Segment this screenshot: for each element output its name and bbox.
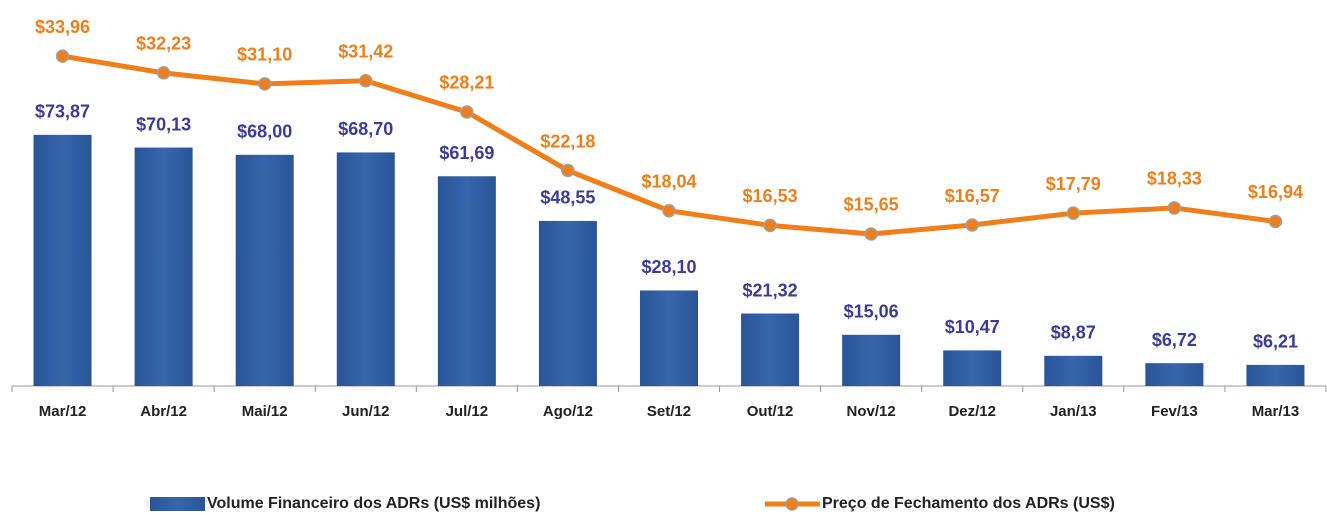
data-label: $70,13 xyxy=(136,114,191,134)
data-label: $21,32 xyxy=(743,280,798,300)
data-label: $28,21 xyxy=(439,73,494,93)
data-label: $68,00 xyxy=(237,122,292,142)
bar xyxy=(336,152,395,386)
data-label: $16,53 xyxy=(743,186,798,206)
x-tick-label: Jul/12 xyxy=(446,403,489,420)
x-tick-label: Jun/12 xyxy=(342,403,390,420)
data-label: $17,79 xyxy=(1046,174,1101,194)
x-tick-label: Jan/13 xyxy=(1050,403,1097,420)
bar xyxy=(1246,364,1305,386)
x-tick-label: Abr/12 xyxy=(140,403,187,420)
data-label: $61,69 xyxy=(439,143,494,163)
legend-label: Volume Financeiro dos ADRs (US$ milhões) xyxy=(207,495,540,512)
line-marker xyxy=(662,204,676,218)
x-tick-label: Mai/12 xyxy=(242,403,288,420)
bar xyxy=(842,334,901,386)
line-marker xyxy=(1268,214,1283,229)
legend-marker xyxy=(785,497,799,511)
x-tick-label: Set/12 xyxy=(647,403,691,420)
data-label: $28,10 xyxy=(641,257,696,277)
data-label: $33,96 xyxy=(35,17,90,37)
line-marker xyxy=(460,105,474,119)
data-label: $68,70 xyxy=(338,119,393,139)
data-label: $18,04 xyxy=(641,172,696,192)
data-label: $16,57 xyxy=(945,186,1000,206)
line-marker xyxy=(1066,206,1081,220)
line-marker xyxy=(763,218,777,233)
line-marker xyxy=(359,74,373,88)
line-marker xyxy=(257,77,272,91)
x-tick-label: Ago/12 xyxy=(543,403,593,420)
x-tick-label: Fev/13 xyxy=(1151,403,1198,420)
x-tick-label: Out/12 xyxy=(747,403,794,420)
line-marker xyxy=(561,163,575,178)
bar xyxy=(437,176,496,386)
legend-label: Preço de Fechamento dos ADRs (US$) xyxy=(822,495,1115,512)
data-label: $73,87 xyxy=(35,102,90,122)
bar xyxy=(134,147,193,386)
bar xyxy=(741,313,800,386)
line-marker xyxy=(864,227,878,241)
line-marker xyxy=(156,66,171,80)
legend-swatch xyxy=(150,497,205,511)
data-label: $22,18 xyxy=(540,131,595,151)
data-label: $6,72 xyxy=(1152,330,1197,350)
line-marker xyxy=(55,49,70,63)
bar xyxy=(538,220,597,386)
data-label: $8,87 xyxy=(1051,323,1096,343)
data-label: $16,94 xyxy=(1248,182,1303,202)
bar xyxy=(640,290,698,386)
data-label: $6,21 xyxy=(1253,332,1298,352)
bar xyxy=(1044,355,1103,386)
data-label: $32,23 xyxy=(136,34,191,54)
bar xyxy=(943,350,1002,386)
data-label: $15,65 xyxy=(844,195,899,215)
data-label: $31,42 xyxy=(338,42,393,62)
data-label: $48,55 xyxy=(540,188,595,208)
line-marker xyxy=(1167,201,1182,215)
x-tick-label: Nov/12 xyxy=(847,403,896,420)
bar xyxy=(235,154,294,386)
data-label: $31,10 xyxy=(237,45,292,65)
data-label: $18,33 xyxy=(1147,169,1202,189)
bar xyxy=(1145,363,1204,386)
line-marker xyxy=(965,218,979,232)
x-tick-label: Mar/12 xyxy=(39,403,87,420)
data-label: $15,06 xyxy=(844,302,899,322)
x-tick-label: Mar/13 xyxy=(1252,403,1300,420)
bar xyxy=(33,134,92,386)
data-label: $10,47 xyxy=(945,317,1000,337)
x-tick-label: Dez/12 xyxy=(948,403,996,420)
